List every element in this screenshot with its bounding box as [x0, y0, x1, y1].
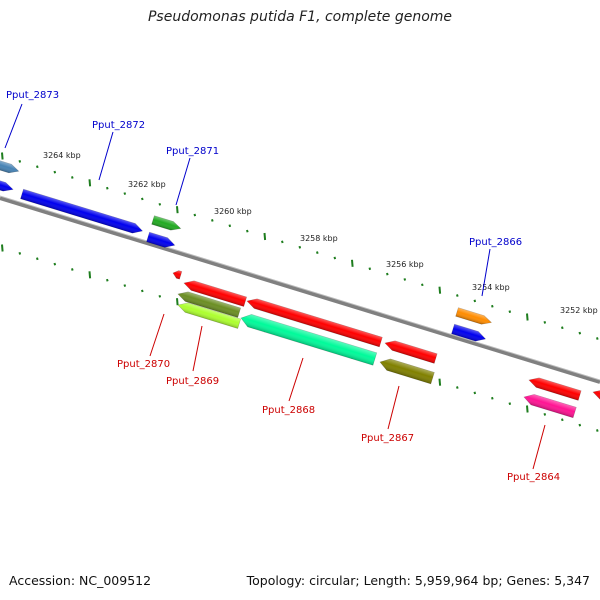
tick-labels: 3264 kbp 3262 kbp 3260 kbp 3258 kbp 3256 kbp…	[43, 151, 598, 315]
tick-label: 3252 kbp	[560, 306, 598, 315]
accession-text: Accession: NC_009512	[9, 573, 152, 588]
leader-line	[98, 131, 114, 181]
gene-arrow-pput_2869b[interactable]	[177, 300, 242, 329]
gene-arrow-pput_2866b[interactable]	[451, 323, 487, 344]
gene-arrow-pput_2867[interactable]	[378, 356, 435, 385]
map-title: Pseudomonas putida F1, complete genome	[147, 9, 453, 25]
gene-arrow-pput_2873[interactable]	[0, 158, 20, 176]
gene-arrow-pput_2871[interactable]	[151, 215, 182, 233]
leader-line	[4, 103, 23, 149]
gene-label-pput_2869[interactable]: Pput_2869	[166, 376, 219, 387]
topology-summary: Topology: circular; Length: 5,959,964 bp…	[246, 573, 590, 588]
gene-arrow-pput_2864[interactable]	[522, 392, 577, 419]
gene-arrow-pput_2869[interactable]	[177, 289, 242, 318]
gene-labels: Pput_2873 Pput_2872 Pput_2871 Pput_2866 Pput…	[4, 90, 560, 483]
tick-label: 3254 kbp	[472, 283, 510, 292]
gene-arrow-pput_2867b[interactable]	[384, 338, 438, 364]
gene-label-pput_2873[interactable]: Pput_2873	[6, 90, 59, 101]
leader-line	[387, 385, 400, 430]
gene-label-pput_2868[interactable]: Pput_2868	[262, 405, 315, 416]
tick-label: 3258 kbp	[300, 234, 338, 243]
gene-label-pput_2866[interactable]: Pput_2866	[469, 237, 522, 248]
leader-line	[192, 325, 203, 372]
gene-arrow-pput_2873b[interactable]	[0, 178, 14, 194]
gene-arrow-pput_2871b[interactable]	[146, 231, 177, 250]
gene-arrow-pput_2864b[interactable]	[528, 375, 582, 401]
genome-backbone	[0, 196, 600, 384]
gene-arrow-pput_2868[interactable]	[239, 312, 378, 366]
gene-arrow-pput_2864c[interactable]	[592, 387, 600, 404]
gene-label-pput_2872[interactable]: Pput_2872	[92, 120, 145, 131]
tick-label: 3260 kbp	[214, 207, 252, 216]
gene-arrow-pput_2870b[interactable]	[183, 278, 248, 307]
tick-label: 3262 kbp	[128, 180, 166, 189]
tick-label: 3256 kbp	[386, 260, 424, 269]
leader-line	[149, 313, 165, 357]
tick-label: 3264 kbp	[43, 151, 81, 160]
gene-label-pput_2871[interactable]: Pput_2871	[166, 146, 219, 157]
gene-arrow-pput_2870c[interactable]	[246, 296, 383, 348]
gene-features	[0, 158, 600, 419]
gene-label-pput_2870[interactable]: Pput_2870	[117, 359, 170, 370]
gene-arrow-pput_2872[interactable]	[20, 188, 144, 236]
leader-line	[532, 424, 546, 470]
gene-arrow-pput_2870[interactable]	[172, 269, 183, 280]
leader-line	[175, 157, 191, 206]
gene-label-pput_2864[interactable]: Pput_2864	[507, 472, 560, 483]
tick-marks	[1, 152, 599, 432]
leader-line	[481, 248, 491, 297]
gene-arrow-pput_2866[interactable]	[455, 307, 493, 327]
gene-label-pput_2867[interactable]: Pput_2867	[361, 433, 414, 444]
leader-line	[288, 357, 304, 402]
